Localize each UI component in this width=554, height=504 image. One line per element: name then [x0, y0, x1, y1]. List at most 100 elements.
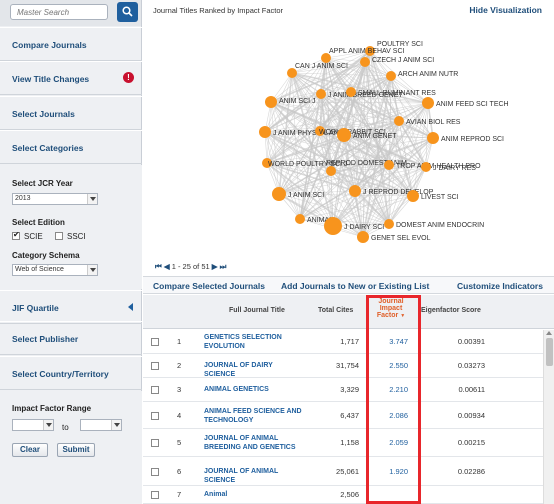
- search-button[interactable]: [117, 2, 138, 22]
- journal-title-link[interactable]: GENETICS SELECTION EVOLUTION: [204, 334, 282, 350]
- journal-node[interactable]: [357, 231, 369, 243]
- row-rank: 7: [177, 490, 182, 499]
- column-header-title[interactable]: Full Journal Title: [229, 307, 285, 314]
- impact-min-select[interactable]: [12, 419, 54, 431]
- clear-button[interactable]: Clear: [12, 443, 48, 457]
- journal-node[interactable]: [384, 160, 394, 170]
- customize-indicators-button[interactable]: Customize Indicators: [457, 281, 543, 291]
- journal-title-link[interactable]: JOURNAL OF ANIMAL BREEDING AND GENETICS: [204, 435, 296, 451]
- prev-page-icon[interactable]: ◀: [163, 262, 170, 271]
- row-checkbox[interactable]: [151, 468, 159, 476]
- journal-node[interactable]: [272, 187, 286, 201]
- row-checkbox[interactable]: [151, 338, 159, 346]
- table-row[interactable]: 1 GENETICS SELECTION EVOLUTION 1,717 3.747 0…: [143, 330, 543, 354]
- row-checkbox[interactable]: [151, 362, 159, 370]
- compare-journals-link[interactable]: Compare Journals: [12, 40, 87, 50]
- next-page-icon[interactable]: ▶: [211, 262, 218, 271]
- table-row[interactable]: 6 JOURNAL OF ANIMAL SCIENCE 25,061 1.920 0.0…: [143, 457, 543, 486]
- journal-node[interactable]: [365, 46, 375, 56]
- journal-node[interactable]: [259, 126, 271, 138]
- sort-desc-icon: ▼: [400, 313, 406, 319]
- hide-visualization-link[interactable]: Hide Visualization: [469, 5, 542, 15]
- journal-node[interactable]: [316, 89, 326, 99]
- journal-title-link[interactable]: Animal: [204, 491, 228, 498]
- add-to-list-button[interactable]: Add Journals to New or Existing List: [281, 281, 430, 291]
- row-checkbox[interactable]: [151, 412, 159, 420]
- impact-max-select[interactable]: [80, 419, 122, 431]
- column-header-eigenfactor[interactable]: Eigenfactor Score: [421, 307, 481, 314]
- journal-title-link[interactable]: ANIMAL GENETICS: [204, 386, 269, 393]
- journal-node[interactable]: [394, 116, 404, 126]
- first-page-icon[interactable]: ⏮: [155, 262, 162, 271]
- impact-factor-link[interactable]: 1.920: [389, 467, 408, 476]
- journal-title-link[interactable]: JOURNAL OF ANIMAL SCIENCE: [204, 468, 279, 484]
- submit-button[interactable]: Submit: [57, 443, 95, 457]
- journal-node[interactable]: [349, 185, 361, 197]
- master-search-input[interactable]: [10, 4, 108, 20]
- journal-node-label: J DAIRY SCI: [344, 224, 384, 231]
- compare-selected-button[interactable]: Compare Selected Journals: [153, 281, 265, 291]
- table-row[interactable]: 2 JOURNAL OF DAIRY SCIENCE 31,754 2.550 0.03…: [143, 354, 543, 378]
- select-country-link[interactable]: Select Country/Territory: [12, 369, 109, 379]
- compare-journals-row[interactable]: Compare Journals: [0, 27, 142, 61]
- select-journals-row[interactable]: Select Journals: [0, 96, 142, 130]
- impact-factor-link[interactable]: 2.210: [389, 385, 408, 394]
- select-publisher-link[interactable]: Select Publisher: [12, 334, 79, 344]
- table-row[interactable]: 3 ANIMAL GENETICS 3,329 2.210 0.00611: [143, 378, 543, 402]
- select-categories-link[interactable]: Select Categories: [12, 143, 84, 153]
- main-content: Journal Titles Ranked by Impact Factor H…: [143, 0, 554, 504]
- journal-node[interactable]: [324, 217, 342, 235]
- select-country-row[interactable]: Select Country/Territory: [0, 356, 142, 390]
- jif-quartile-link[interactable]: JIF Quartile: [12, 303, 59, 313]
- network-edge: [390, 75, 429, 104]
- journal-node[interactable]: [384, 219, 394, 229]
- journal-node[interactable]: [265, 96, 277, 108]
- journal-node[interactable]: [295, 214, 305, 224]
- journal-node[interactable]: [346, 87, 356, 97]
- scroll-up-icon[interactable]: [546, 331, 552, 335]
- impact-factor-link[interactable]: 2.086: [389, 411, 408, 420]
- view-title-changes-link[interactable]: View Title Changes: [12, 74, 90, 84]
- column-header-cites[interactable]: Total Cites: [318, 307, 354, 314]
- journal-node[interactable]: [427, 132, 439, 144]
- row-checkbox[interactable]: [151, 491, 159, 499]
- row-checkbox[interactable]: [151, 386, 159, 394]
- journal-node[interactable]: [287, 68, 297, 78]
- table-row[interactable]: 4 ANIMAL FEED SCIENCE AND TECHNOLOGY 6,437…: [143, 402, 543, 429]
- impact-factor-link[interactable]: 2.059: [389, 438, 408, 447]
- select-publisher-row[interactable]: Select Publisher: [0, 321, 142, 355]
- last-page-icon[interactable]: ⏭: [219, 262, 227, 271]
- journal-node[interactable]: [360, 57, 370, 67]
- journal-node[interactable]: [421, 162, 431, 172]
- row-checkbox[interactable]: [151, 439, 159, 447]
- scroll-thumb[interactable]: [546, 338, 553, 366]
- column-header-jif[interactable]: Journal Impact Factor ▼: [371, 298, 411, 319]
- journal-node[interactable]: [262, 158, 272, 168]
- journal-node[interactable]: [407, 190, 419, 202]
- journal-node[interactable]: [386, 71, 396, 81]
- view-title-changes-row[interactable]: View Title Changes !: [0, 61, 142, 95]
- journal-node[interactable]: [326, 166, 336, 176]
- journal-node[interactable]: [337, 128, 351, 142]
- table-row[interactable]: 7 Animal 2,506: [143, 486, 543, 504]
- collapse-arrow-icon[interactable]: [128, 303, 133, 311]
- journal-title-link[interactable]: ANIMAL FEED SCIENCE AND TECHNOLOGY: [204, 408, 302, 424]
- table-row[interactable]: 5 JOURNAL OF ANIMAL BREEDING AND GENETICS…: [143, 429, 543, 457]
- select-categories-row[interactable]: Select Categories: [0, 130, 142, 164]
- journal-node[interactable]: [422, 97, 434, 109]
- category-schema-select[interactable]: Web of Science: [12, 264, 98, 276]
- impact-factor-link[interactable]: 3.747: [389, 337, 408, 346]
- journal-node-label: WORLD POULTRY SCI J: [268, 161, 347, 168]
- scie-checkbox[interactable]: [12, 230, 20, 240]
- network-edge: [354, 190, 364, 238]
- journal-node[interactable]: [315, 126, 325, 136]
- journal-title-link[interactable]: JOURNAL OF DAIRY SCIENCE: [204, 362, 273, 378]
- ssci-checkbox[interactable]: [55, 232, 63, 240]
- select-journals-link[interactable]: Select Journals: [12, 109, 75, 119]
- journal-node[interactable]: [321, 53, 331, 63]
- jif-quartile-row[interactable]: JIF Quartile: [0, 290, 142, 324]
- jcr-year-select[interactable]: 2013: [12, 193, 98, 205]
- impact-factor-link[interactable]: 2.550: [389, 361, 408, 370]
- table-scrollbar[interactable]: [543, 330, 554, 504]
